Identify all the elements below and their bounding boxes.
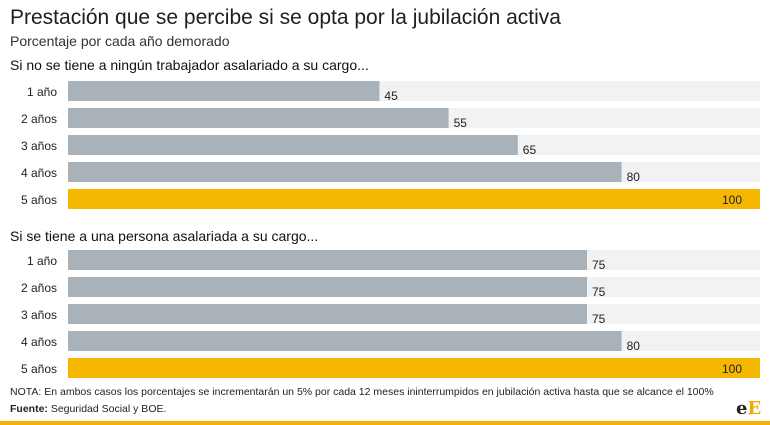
one-employee-bar-4 — [68, 331, 622, 351]
one-employee-category-label-1: 1 año — [27, 254, 57, 268]
source-line: Fuente: Seguridad Social y BOE. — [10, 403, 166, 415]
one-employee-category-label-5: 5 años — [21, 362, 57, 376]
no-employees-value-label-5: 100 — [722, 193, 742, 207]
one-employee-value-label-4: 80 — [627, 339, 641, 353]
no-employees-value-label-1: 45 — [384, 89, 398, 103]
one-employee-category-label-2: 2 años — [21, 281, 57, 295]
logo-big-letter: E — [747, 398, 762, 419]
no-employees-bar-2 — [68, 108, 449, 128]
source-text: Seguridad Social y BOE. — [47, 403, 167, 415]
no-employees-category-label-5: 5 años — [21, 193, 57, 207]
one-employee-value-label-1: 75 — [592, 258, 606, 272]
one-employee-bar-1 — [68, 250, 587, 270]
one-employee-bar-5 — [68, 358, 760, 378]
one-employee-value-label-2: 75 — [592, 285, 606, 299]
no-employees-value-label-3: 65 — [523, 143, 537, 157]
chart-subtitle: Porcentaje por cada año demorado — [10, 33, 230, 49]
section-title-one-employee: Si se tiene a una persona asalariada a s… — [10, 228, 319, 244]
source-label: Fuente: — [10, 403, 48, 415]
no-employees-category-label-3: 3 años — [21, 139, 57, 153]
one-employee-bar-2 — [68, 277, 587, 297]
no-employees-value-label-2: 55 — [454, 116, 468, 130]
no-employees-bar-1 — [68, 81, 380, 101]
section-title-no-employees: Si no se tiene a ningún trabajador asala… — [10, 57, 369, 73]
no-employees-bar-5 — [68, 189, 760, 209]
bottom-accent-line — [0, 421, 770, 425]
bar-chart-no-employees: 1 año 45 2 años 55 3 años 65 4 años 80 5 años 100 — [21, 81, 760, 209]
bar-chart-one-employee: 1 año 75 2 años 75 3 años 75 4 años 80 5 años 100 — [21, 250, 760, 378]
logo-small-letter: e — [736, 398, 748, 419]
one-employee-category-label-3: 3 años — [21, 308, 57, 322]
no-employees-bar-3 — [68, 135, 518, 155]
no-employees-bar-4 — [68, 162, 622, 182]
publisher-logo: eE — [736, 398, 761, 419]
one-employee-value-label-3: 75 — [592, 312, 606, 326]
no-employees-category-label-2: 2 años — [21, 112, 57, 126]
no-employees-category-label-1: 1 año — [27, 85, 57, 99]
one-employee-category-label-4: 4 años — [21, 335, 57, 349]
one-employee-bar-3 — [68, 304, 587, 324]
one-employee-value-label-5: 100 — [722, 362, 742, 376]
chart-title: Prestación que se percibe si se opta por… — [10, 6, 561, 29]
footnote: NOTA: En ambos casos los porcentajes se … — [10, 386, 714, 398]
no-employees-value-label-4: 80 — [627, 170, 641, 184]
no-employees-category-label-4: 4 años — [21, 166, 57, 180]
